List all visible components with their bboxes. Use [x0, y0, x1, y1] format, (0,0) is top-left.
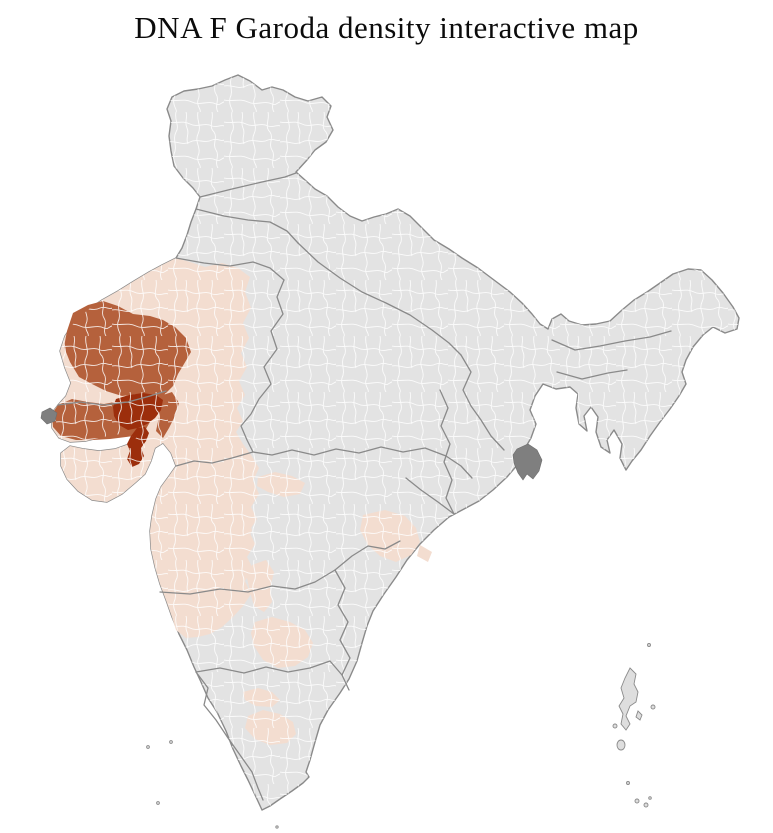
state-border-assam-north: [551, 330, 672, 351]
island-dot: [634, 798, 640, 804]
state-borders: [57, 172, 672, 801]
island-dot: [146, 745, 150, 749]
andaman-nicobar-islands[interactable]: [612, 643, 656, 808]
page-title: DNA F Garoda density interactive map: [134, 10, 639, 45]
state-border-jharkhand: [460, 354, 505, 451]
state-border-kutch: [57, 390, 167, 406]
island-dot: [626, 781, 630, 785]
island-dot: [648, 796, 652, 800]
state-border-karnataka-east: [334, 569, 351, 691]
andaman-main-island: [618, 667, 639, 731]
island-dot: [156, 801, 160, 805]
island-dot: [650, 704, 656, 710]
region-sundarbans-delta[interactable]: [512, 443, 543, 481]
state-border-karnataka-tn: [195, 660, 343, 676]
state-border-maharashtra-south: [159, 540, 401, 595]
lakshadweep-islands[interactable]: [146, 740, 279, 829]
state-border-gujarat-south: [175, 451, 254, 467]
island-dot: [169, 740, 173, 744]
state-border-punjab-rajasthan: [175, 257, 285, 281]
district-andhra-coast[interactable]: [417, 545, 432, 562]
state-border-maharashtra-north: [252, 446, 473, 479]
state-border-jk-south: [199, 172, 297, 198]
state-border-meghalaya: [556, 369, 628, 380]
island-dot: [643, 802, 649, 808]
state-border-odisha-ap: [405, 477, 455, 515]
island-dot: [275, 825, 279, 829]
state-border-up-diagonal: [297, 242, 462, 356]
district-borders-overlay: [51, 75, 739, 810]
state-border-hp-south: [195, 208, 299, 244]
andaman-side-island: [635, 710, 643, 721]
island-dot: [616, 739, 626, 751]
island-dot: [612, 723, 618, 729]
state-border-kerala-tn: [195, 671, 264, 801]
region-kutch-creek[interactable]: [40, 407, 58, 425]
state-border-chhattisgarh: [439, 389, 455, 515]
state-border-rajasthan-east: [240, 279, 285, 453]
island-dot: [647, 643, 651, 647]
